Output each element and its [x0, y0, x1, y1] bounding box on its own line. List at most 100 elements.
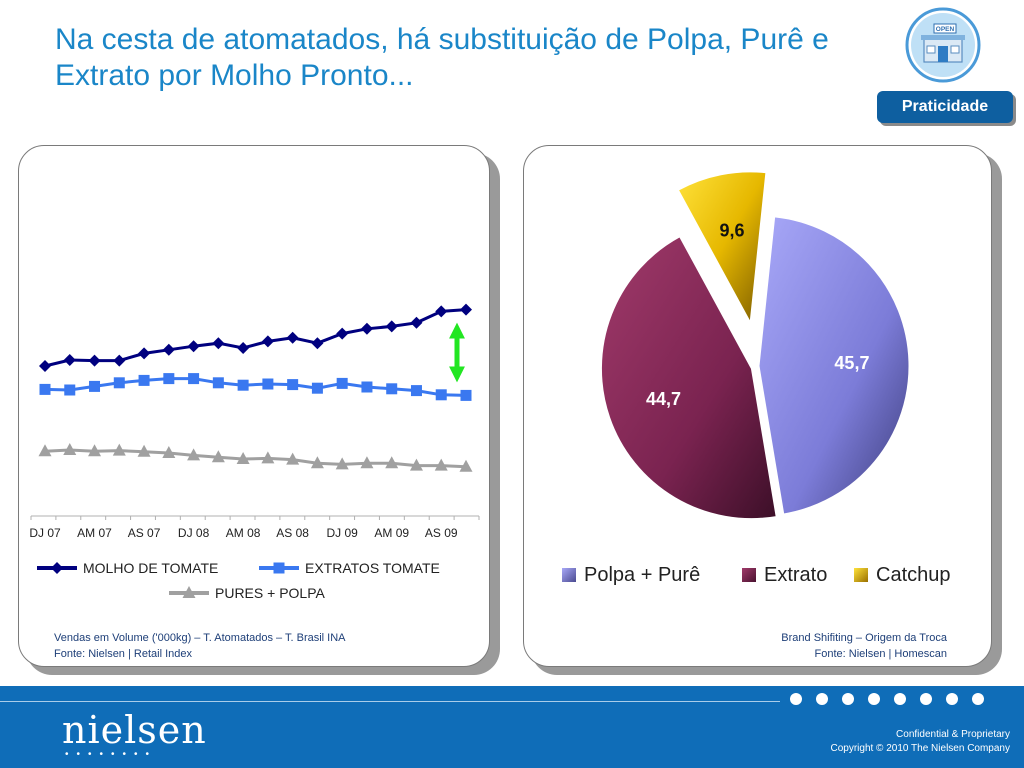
data-point-pures-polpa — [38, 444, 52, 457]
data-point-extratos-tomate — [460, 389, 472, 401]
data-point-pures-polpa — [88, 444, 102, 457]
data-point-extratos-tomate — [64, 384, 76, 396]
legend-item: Extrato — [742, 564, 827, 586]
legend-item: Catchup — [854, 564, 951, 586]
series-line-extratos-tomate — [44, 377, 467, 397]
footer-dot — [972, 693, 984, 705]
data-point-molho-de-tomate — [360, 322, 373, 335]
data-point-extratos-tomate — [163, 373, 175, 385]
right-source-line1: Brand Shifiting – Origem da Troca — [781, 632, 947, 644]
footer-dot — [894, 693, 906, 705]
badge-label: Praticidade — [877, 91, 1013, 123]
data-point-extratos-tomate — [237, 379, 249, 391]
data-point-extratos-tomate — [188, 373, 200, 385]
legend-label: Catchup — [876, 564, 951, 586]
data-point-molho-de-tomate — [162, 343, 175, 356]
data-point-pures-polpa — [434, 458, 448, 471]
data-point-molho-de-tomate — [237, 342, 250, 354]
legend-swatch — [742, 568, 756, 582]
data-point-molho-de-tomate — [187, 340, 200, 353]
data-point-extratos-tomate — [212, 377, 224, 389]
data-point-molho-de-tomate — [63, 354, 76, 366]
open-sign: OPEN — [936, 26, 955, 33]
data-point-molho-de-tomate — [212, 337, 225, 350]
data-point-pures-polpa — [385, 456, 399, 469]
pie-value-label: 44,7 — [646, 389, 681, 409]
x-tick-label: AS 07 — [128, 526, 161, 540]
data-point-pures-polpa — [261, 451, 275, 464]
x-tick-label: AS 09 — [425, 526, 458, 540]
data-point-extratos-tomate — [386, 383, 398, 395]
pie-slice-polpa-pur — [758, 216, 910, 515]
data-point-pures-polpa — [236, 452, 250, 464]
line-chart-panel: DJ 07 AM 07 AS 07 DJ 08 AM 08 AS 08 DJ 09 AM 09… — [18, 145, 490, 667]
data-point-molho-de-tomate — [410, 316, 423, 329]
data-point-extratos-tomate — [311, 382, 323, 394]
x-tick-label: AM 07 — [77, 526, 112, 540]
x-tick-label: AM 09 — [374, 526, 409, 540]
pie-slice-extrato — [600, 236, 777, 520]
data-point-pures-polpa — [459, 459, 473, 472]
footer-dot — [920, 693, 932, 705]
data-point-molho-de-tomate — [39, 360, 51, 372]
legend-marker — [273, 562, 285, 574]
nielsen-logo-dots: •••••••• — [65, 749, 158, 760]
data-point-extratos-tomate — [435, 389, 447, 401]
legend-label: Polpa + Purê — [584, 564, 700, 586]
pie-value-label: 45,7 — [834, 353, 869, 373]
legend-item: MOLHO DE TOMATE — [37, 560, 218, 576]
series-pures-polpa — [38, 443, 473, 472]
legend-label: Extrato — [764, 564, 827, 586]
data-point-pures-polpa — [211, 450, 225, 463]
x-tick-label: AS 08 — [276, 526, 309, 540]
data-point-pures-polpa — [286, 452, 300, 465]
legend-item: PURES + POLPA — [169, 585, 326, 601]
data-point-molho-de-tomate — [138, 347, 151, 360]
legend-marker — [182, 586, 196, 598]
data-point-pures-polpa — [335, 457, 349, 470]
data-point-molho-de-tomate — [336, 327, 349, 340]
series-extratos-tomate — [39, 373, 472, 401]
right-source-line2: Fonte: Nielsen | Homescan — [814, 648, 947, 660]
data-point-pures-polpa — [310, 456, 324, 469]
data-point-pures-polpa — [137, 444, 151, 457]
footer-dot — [842, 693, 854, 705]
x-tick-label: DJ 09 — [326, 526, 358, 540]
data-point-extratos-tomate — [89, 380, 101, 392]
legend-marker — [51, 562, 63, 574]
store-open-icon: OPEN — [905, 7, 981, 83]
series-molho-de-tomate — [39, 303, 472, 372]
data-point-pures-polpa — [112, 443, 126, 456]
x-tick-label: DJ 08 — [178, 526, 210, 540]
data-point-extratos-tomate — [410, 385, 422, 397]
copyright-text: Copyright © 2010 The Nielsen Company — [830, 743, 1010, 754]
footer-dot — [790, 693, 802, 705]
footer-bar: nielsen •••••••• Confidential & Propriet… — [0, 686, 1024, 768]
data-point-pures-polpa — [360, 456, 374, 469]
left-source-line1: Vendas em Volume ('000kg) – T. Atomatado… — [54, 632, 346, 644]
series-line-pures-polpa — [44, 448, 467, 469]
legend-label: MOLHO DE TOMATE — [83, 560, 218, 576]
copyright-note: Confidential & Proprietary Copyright © 2… — [830, 728, 1010, 756]
footer-divider — [0, 701, 780, 702]
legend-label: EXTRATOS TOMATE — [305, 560, 440, 576]
x-tick-label: AM 08 — [226, 526, 261, 540]
data-point-extratos-tomate — [113, 377, 125, 389]
legend-swatch — [854, 568, 868, 582]
data-point-molho-de-tomate — [311, 337, 324, 350]
line-chart: DJ 07 AM 07 AS 07 DJ 08 AM 08 AS 08 DJ 09 AM 09… — [29, 303, 480, 601]
pie-value-label: 9,6 — [719, 221, 744, 241]
legend-swatch — [562, 568, 576, 582]
pie-chart-panel: 45,7 44,7 9,6 Polpa + Purê Extrato Catchup B… — [523, 145, 992, 667]
legend-label: PURES + POLPA — [215, 585, 326, 601]
footer-dots — [790, 693, 1000, 709]
data-point-molho-de-tomate — [286, 331, 299, 344]
nielsen-logo: nielsen — [62, 708, 207, 752]
data-point-pures-polpa — [63, 443, 77, 455]
data-point-molho-de-tomate — [88, 354, 101, 367]
left-source-note: Vendas em Volume ('000kg) – T. Atomatado… — [54, 630, 346, 662]
pie-chart: 45,7 44,7 9,6 Polpa + Purê Extrato Catchup — [562, 171, 951, 586]
x-tick-label: DJ 07 — [29, 526, 61, 540]
data-point-extratos-tomate — [361, 381, 373, 393]
data-point-extratos-tomate — [39, 383, 51, 395]
